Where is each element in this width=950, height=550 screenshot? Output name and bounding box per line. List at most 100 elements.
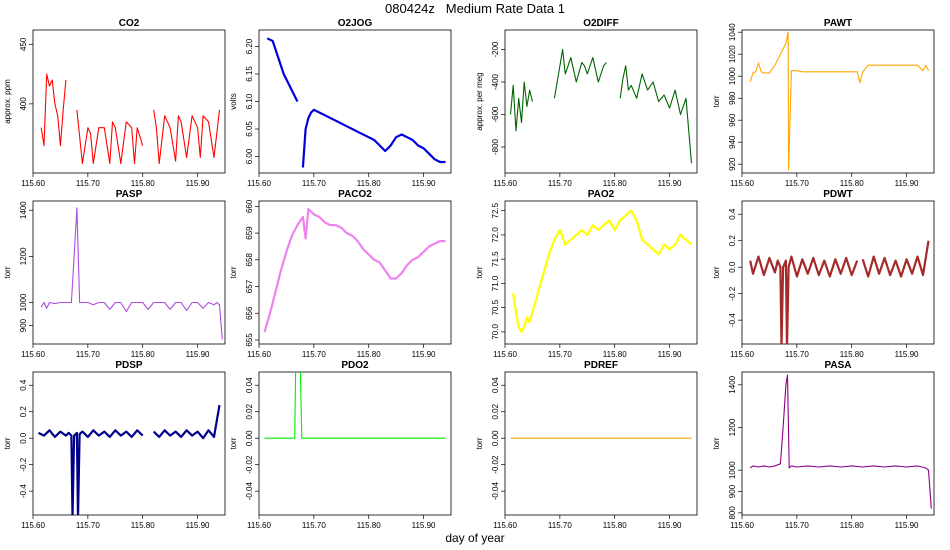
plot-frame-pao2 (504, 200, 698, 345)
x-tick-label: 115.90 (412, 179, 436, 188)
x-tick-label: 115.90 (186, 179, 210, 188)
y-tick-label: 0.4 (728, 208, 737, 220)
y-tick-label: 900 (728, 484, 737, 498)
y-axis-label-pdwt: torr (712, 266, 721, 278)
y-tick-label: 0.2 (728, 235, 737, 247)
series-line-pdsp (38, 404, 221, 515)
x-tick-label: 115.60 (247, 179, 271, 188)
y-tick-label: 800 (728, 506, 737, 520)
panel-paco2: PACO2 torr 115.60 115.70 115.80 115.90 655 656 6… (229, 189, 452, 359)
y-tick-label: 1400 (728, 375, 737, 393)
y-tick-label: 656 (245, 306, 254, 320)
panel-co2: CO2 approx. ppm 115.60 115.70 115.80 115.90 40… (3, 18, 226, 188)
panel-pasp: PASP torr 115.60 115.70 115.80 115.90 900 1000 1… (3, 189, 226, 359)
y-tick-label: -400 (491, 73, 500, 90)
y-tick-label: -0.04 (491, 481, 500, 500)
panel-title-pdwt: PDWT (823, 189, 852, 200)
x-tick-label: 115.60 (21, 179, 45, 188)
x-tick-label: 115.80 (131, 521, 155, 530)
y-tick-label: 1020 (728, 45, 737, 63)
plot-frame-pdsp (32, 371, 226, 516)
x-tick-label: 115.90 (895, 179, 919, 188)
y-tick-label: 6.20 (245, 38, 254, 54)
x-tick-label: 115.60 (730, 350, 754, 359)
y-axis-label-pasp: torr (3, 266, 12, 278)
y-tick-label: -0.4 (728, 313, 737, 327)
y-tick-label: 0.2 (19, 406, 28, 418)
y-axis-label-pawt: torr (712, 95, 721, 107)
x-tick-label: 115.60 (493, 521, 517, 530)
x-tick-label: 115.70 (548, 350, 572, 359)
y-tick-label: 900 (19, 318, 28, 332)
plot-frame-paco2 (258, 200, 452, 345)
x-tick-label: 115.70 (785, 179, 809, 188)
y-tick-label: 940 (728, 135, 737, 149)
plot-frame-o2jog (258, 29, 452, 174)
panel-pdref: PDREF torr 115.60 115.70 115.80 115.90 -0.04 -0… (475, 360, 698, 530)
x-tick-label: 115.80 (603, 521, 627, 530)
y-tick-label: 0.4 (19, 379, 28, 391)
x-tick-label: 115.80 (603, 350, 627, 359)
x-tick-label: 115.70 (302, 350, 326, 359)
y-tick-label: 1200 (19, 247, 28, 265)
y-axis-label-pdsp: torr (3, 437, 12, 449)
y-tick-label: 0.02 (491, 403, 500, 419)
series-line-pasp (40, 207, 223, 340)
y-tick-label: 1200 (728, 418, 737, 436)
plot-frame-co2 (32, 29, 226, 174)
panel-title-pdo2: PDO2 (341, 360, 369, 371)
series-line-co2 (40, 73, 221, 165)
x-tick-label: 115.80 (840, 179, 864, 188)
y-tick-label: 0.00 (245, 430, 254, 446)
series-line-pao2 (512, 209, 693, 333)
panel-title-pao2: PAO2 (588, 189, 615, 200)
y-tick-label: 70.0 (491, 324, 500, 340)
plot-frame-pawt (741, 29, 935, 174)
x-tick-label: 115.80 (357, 350, 381, 359)
y-axis-label-pdo2: torr (229, 437, 238, 449)
panel-title-o2diff: O2DIFF (583, 18, 619, 29)
y-tick-label: 1400 (19, 201, 28, 219)
plot-frame-pdwt (741, 200, 935, 345)
x-tick-label: 115.70 (785, 350, 809, 359)
x-tick-label: 115.80 (603, 179, 627, 188)
y-tick-label: 70.5 (491, 299, 500, 315)
x-tick-label: 115.60 (493, 179, 517, 188)
y-axis-label-paco2: torr (229, 266, 238, 278)
y-tick-label: 71.0 (491, 275, 500, 291)
x-tick-label: 115.90 (658, 521, 682, 530)
plot-frame-pasp (32, 200, 226, 345)
y-tick-label: -200 (491, 41, 500, 58)
x-tick-label: 115.80 (357, 521, 381, 530)
y-tick-label: 0.02 (245, 403, 254, 419)
x-tick-label: 115.80 (131, 350, 155, 359)
x-tick-label: 115.90 (895, 521, 919, 530)
y-tick-label: 6.10 (245, 93, 254, 109)
y-tick-label: 658 (245, 253, 254, 267)
x-tick-label: 115.60 (247, 521, 271, 530)
y-tick-label: -0.04 (245, 481, 254, 500)
panel-o2jog: O2JOG volts 115.60 115.70 115.80 115.90 6.00 6.… (229, 18, 452, 188)
x-tick-label: 115.90 (186, 521, 210, 530)
y-tick-label: 400 (19, 97, 28, 111)
y-axis-label-co2: approx. ppm (3, 79, 12, 124)
y-tick-label: 0.0 (19, 432, 28, 444)
y-tick-label: 1000 (19, 293, 28, 311)
x-tick-label: 115.90 (658, 179, 682, 188)
y-tick-label: 0.04 (491, 377, 500, 393)
y-tick-label: 980 (728, 91, 737, 105)
series-line-o2diff (509, 48, 693, 164)
plot-frame-pasa (741, 371, 935, 516)
y-tick-label: 920 (728, 157, 737, 171)
y-tick-label: -0.2 (19, 457, 28, 471)
x-tick-label: 115.60 (730, 179, 754, 188)
series-line-pdo2 (264, 372, 446, 439)
y-tick-label: -600 (491, 106, 500, 123)
figure-title: 080424z Medium Rate Data 1 (385, 1, 565, 16)
panel-pdsp: PDSP torr 115.60 115.70 115.80 115.90 -0.4 -0.2… (3, 360, 226, 530)
y-tick-label: 6.15 (245, 66, 254, 82)
x-tick-label: 115.70 (302, 179, 326, 188)
y-tick-label: 660 (245, 199, 254, 213)
y-tick-label: 72.0 (491, 227, 500, 243)
